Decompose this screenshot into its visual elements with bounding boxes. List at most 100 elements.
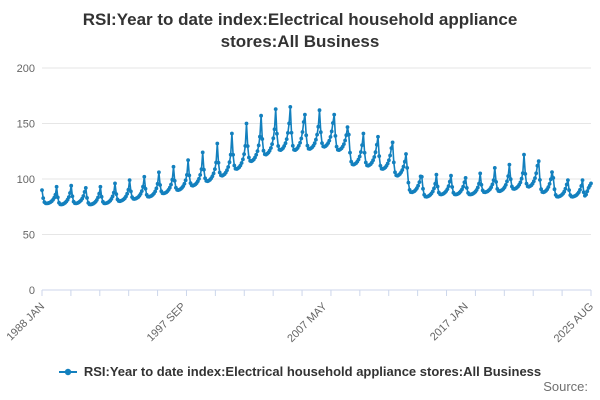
data-point[interactable] — [312, 141, 317, 146]
data-point[interactable] — [239, 161, 244, 165]
data-point[interactable] — [332, 112, 337, 117]
data-point[interactable] — [316, 124, 321, 129]
data-point[interactable] — [400, 168, 405, 172]
data-point[interactable] — [508, 177, 513, 182]
data-point[interactable] — [519, 176, 524, 181]
data-point[interactable] — [377, 154, 382, 159]
data-point[interactable] — [550, 170, 554, 175]
data-point[interactable] — [346, 132, 351, 137]
data-point[interactable] — [82, 190, 87, 194]
data-point[interactable] — [359, 150, 363, 154]
data-point[interactable] — [342, 142, 346, 147]
data-point[interactable] — [434, 172, 439, 177]
data-point[interactable] — [41, 196, 46, 201]
data-point[interactable] — [463, 176, 468, 180]
data-point[interactable] — [462, 180, 467, 185]
data-point[interactable] — [405, 166, 410, 170]
data-point[interactable] — [198, 173, 203, 177]
data-point[interactable] — [564, 182, 569, 187]
data-point[interactable] — [202, 167, 206, 172]
data-point[interactable] — [318, 130, 323, 135]
data-point[interactable] — [244, 121, 249, 126]
data-point[interactable] — [283, 141, 288, 146]
data-point[interactable] — [391, 160, 396, 165]
data-point[interactable] — [139, 189, 144, 194]
data-point[interactable] — [186, 158, 191, 163]
data-point[interactable] — [578, 187, 582, 192]
data-point[interactable] — [215, 141, 220, 146]
data-point[interactable] — [435, 184, 440, 189]
data-point[interactable] — [552, 187, 557, 192]
data-point[interactable] — [447, 179, 452, 184]
data-point[interactable] — [327, 138, 332, 143]
data-point[interactable] — [96, 195, 100, 200]
data-point[interactable] — [563, 186, 568, 191]
data-point[interactable] — [305, 143, 310, 148]
data-point[interactable] — [272, 127, 277, 132]
data-point[interactable] — [241, 157, 245, 162]
data-point[interactable] — [114, 192, 119, 197]
data-point[interactable] — [290, 143, 295, 148]
data-point[interactable] — [360, 143, 364, 148]
data-point[interactable] — [182, 181, 187, 186]
data-point[interactable] — [98, 184, 103, 189]
data-point[interactable] — [226, 165, 231, 169]
data-point[interactable] — [288, 105, 293, 109]
data-point[interactable] — [581, 190, 586, 195]
data-point[interactable] — [55, 195, 60, 200]
data-point[interactable] — [522, 152, 526, 157]
data-point[interactable] — [416, 183, 420, 188]
data-point[interactable] — [432, 186, 436, 191]
data-point[interactable] — [314, 137, 318, 142]
data-point[interactable] — [357, 154, 362, 159]
data-point[interactable] — [129, 189, 133, 194]
data-point[interactable] — [356, 157, 361, 162]
data-point[interactable] — [299, 136, 304, 141]
data-point[interactable] — [589, 181, 593, 186]
data-point[interactable] — [450, 185, 455, 189]
data-point[interactable] — [70, 194, 75, 199]
data-point[interactable] — [171, 164, 176, 169]
data-point[interactable] — [255, 149, 260, 154]
data-point[interactable] — [566, 178, 570, 183]
data-point[interactable] — [304, 133, 309, 138]
data-point[interactable] — [343, 138, 347, 143]
data-point[interactable] — [141, 184, 145, 189]
data-point[interactable] — [301, 120, 306, 124]
data-point[interactable] — [388, 153, 392, 158]
data-point[interactable] — [142, 174, 147, 179]
data-point[interactable] — [172, 178, 177, 183]
data-point[interactable] — [113, 181, 117, 186]
data-point[interactable] — [387, 158, 391, 163]
data-point[interactable] — [68, 191, 72, 195]
data-point[interactable] — [52, 195, 57, 200]
series-line[interactable] — [41, 106, 592, 206]
legend[interactable]: RSI:Year to date index:Electrical househ… — [0, 364, 600, 379]
data-point[interactable] — [317, 108, 322, 113]
data-point[interactable] — [328, 135, 333, 139]
data-point[interactable] — [580, 178, 585, 183]
data-point[interactable] — [421, 186, 425, 191]
data-point[interactable] — [232, 163, 237, 168]
series-markers[interactable] — [40, 105, 593, 207]
data-point[interactable] — [376, 134, 380, 139]
data-point[interactable] — [464, 186, 469, 190]
data-point[interactable] — [260, 137, 265, 141]
data-point[interactable] — [531, 179, 536, 184]
data-point[interactable] — [242, 152, 247, 157]
data-point[interactable] — [533, 176, 537, 181]
data-point[interactable] — [258, 134, 262, 139]
data-point[interactable] — [300, 130, 305, 134]
data-point[interactable] — [478, 171, 483, 176]
data-point[interactable] — [211, 171, 216, 176]
data-point[interactable] — [562, 189, 567, 194]
data-point[interactable] — [69, 183, 74, 188]
data-point[interactable] — [286, 131, 290, 135]
data-point[interactable] — [187, 173, 192, 178]
data-point[interactable] — [333, 134, 338, 138]
data-point[interactable] — [167, 185, 172, 190]
data-point[interactable] — [256, 143, 261, 148]
data-point[interactable] — [216, 160, 221, 165]
data-point[interactable] — [535, 163, 540, 168]
data-point[interactable] — [143, 186, 148, 191]
